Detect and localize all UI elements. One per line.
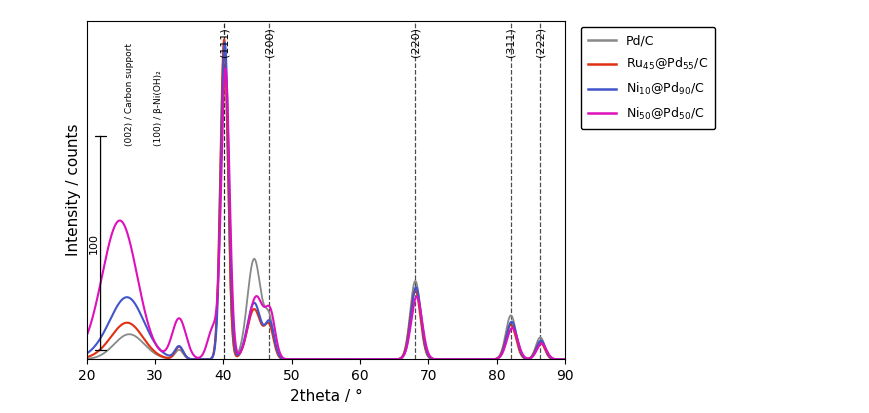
Text: (100) / β-Ni(OH)₂: (100) / β-Ni(OH)₂ xyxy=(154,70,163,146)
Ru$_{45}$@Pd$_{55}$/C xyxy=(436,357,447,362)
Line: Ni$_{50}$@Pd$_{50}$/C: Ni$_{50}$@Pd$_{50}$/C xyxy=(87,68,565,359)
Y-axis label: Intensity / counts: Intensity / counts xyxy=(66,124,82,256)
Line: Pd/C: Pd/C xyxy=(87,46,565,359)
Ni$_{50}$@Pd$_{50}$/C xyxy=(220,66,230,71)
Ni$_{10}$@Pd$_{90}$/C xyxy=(365,357,375,362)
Ni$_{10}$@Pd$_{90}$/C xyxy=(106,316,116,320)
Pd/C xyxy=(219,43,229,48)
Text: 100: 100 xyxy=(89,233,99,254)
Ru$_{45}$@Pd$_{55}$/C xyxy=(386,357,396,362)
Pd/C xyxy=(341,357,351,362)
Pd/C xyxy=(365,357,375,362)
Ru$_{45}$@Pd$_{55}$/C xyxy=(342,357,352,362)
Pd/C xyxy=(82,356,92,361)
Ni$_{50}$@Pd$_{50}$/C xyxy=(461,357,472,362)
Ni$_{10}$@Pd$_{90}$/C xyxy=(560,357,570,362)
Pd/C xyxy=(106,345,116,350)
Text: (002) / Carbon support: (002) / Carbon support xyxy=(125,43,134,146)
Line: Ru$_{45}$@Pd$_{55}$/C: Ru$_{45}$@Pd$_{55}$/C xyxy=(87,40,565,359)
Ni$_{50}$@Pd$_{50}$/C xyxy=(386,357,396,362)
Text: (311): (311) xyxy=(506,27,516,57)
Legend: Pd/C, Ru$_{45}$@Pd$_{55}$/C, Ni$_{10}$@Pd$_{90}$/C, Ni$_{50}$@Pd$_{50}$/C: Pd/C, Ru$_{45}$@Pd$_{55}$/C, Ni$_{10}$@P… xyxy=(580,27,715,129)
Ni$_{10}$@Pd$_{90}$/C xyxy=(255,315,265,320)
X-axis label: 2theta / °: 2theta / ° xyxy=(289,389,362,404)
Ni$_{10}$@Pd$_{90}$/C xyxy=(461,357,472,362)
Ni$_{50}$@Pd$_{50}$/C xyxy=(255,298,265,303)
Ni$_{50}$@Pd$_{50}$/C xyxy=(82,333,92,338)
Ru$_{45}$@Pd$_{55}$/C xyxy=(82,355,92,360)
Ni$_{10}$@Pd$_{90}$/C xyxy=(348,357,359,362)
Text: (220): (220) xyxy=(410,27,421,57)
Ru$_{45}$@Pd$_{55}$/C xyxy=(365,357,375,362)
Ni$_{10}$@Pd$_{90}$/C xyxy=(386,357,396,362)
Ni$_{10}$@Pd$_{90}$/C xyxy=(220,40,230,45)
Ru$_{45}$@Pd$_{55}$/C xyxy=(560,357,570,362)
Ni$_{50}$@Pd$_{50}$/C xyxy=(560,357,570,362)
Pd/C xyxy=(386,357,396,362)
Ru$_{45}$@Pd$_{55}$/C xyxy=(219,37,229,42)
Ni$_{50}$@Pd$_{50}$/C xyxy=(344,357,355,362)
Ni$_{10}$@Pd$_{90}$/C xyxy=(82,351,92,356)
Pd/C xyxy=(436,357,447,362)
Ni$_{50}$@Pd$_{50}$/C xyxy=(365,357,375,362)
Text: (222): (222) xyxy=(535,27,545,57)
Ni$_{10}$@Pd$_{90}$/C xyxy=(436,357,447,362)
Ni$_{50}$@Pd$_{50}$/C xyxy=(106,235,116,240)
Pd/C xyxy=(560,357,570,362)
Ru$_{45}$@Pd$_{55}$/C xyxy=(255,318,265,323)
Text: (200): (200) xyxy=(264,27,275,57)
Ni$_{50}$@Pd$_{50}$/C xyxy=(436,357,447,362)
Ru$_{45}$@Pd$_{55}$/C xyxy=(106,335,116,339)
Line: Ni$_{10}$@Pd$_{90}$/C: Ni$_{10}$@Pd$_{90}$/C xyxy=(87,43,565,359)
Pd/C xyxy=(255,282,265,287)
Ru$_{45}$@Pd$_{55}$/C xyxy=(461,357,472,362)
Pd/C xyxy=(461,357,472,362)
Text: (111): (111) xyxy=(219,27,229,57)
